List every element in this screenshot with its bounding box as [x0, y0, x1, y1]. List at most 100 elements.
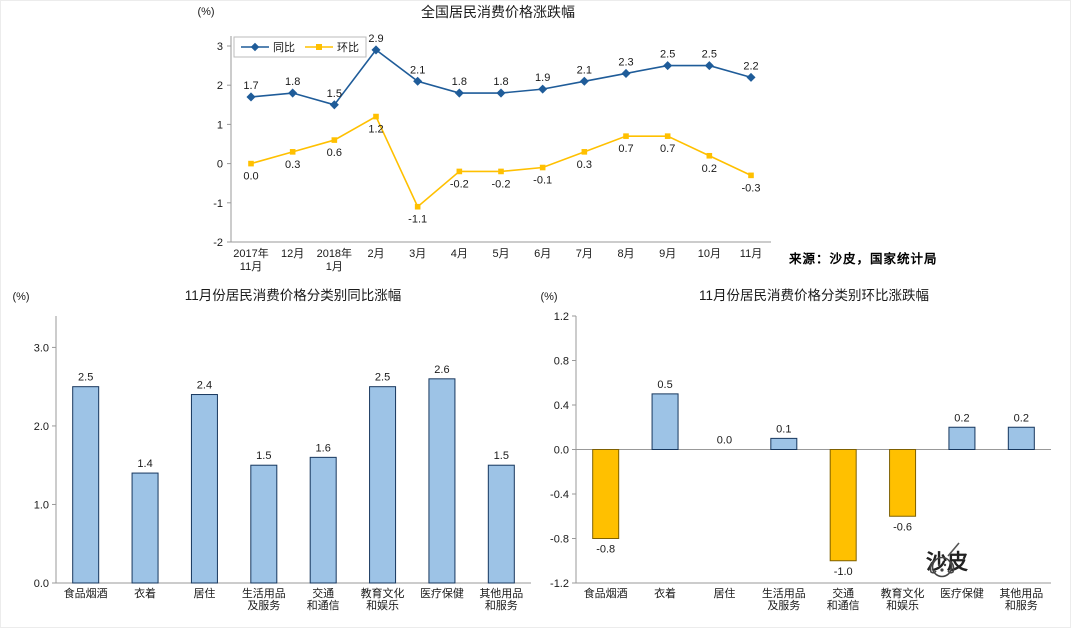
data-point-label: -0.1: [533, 175, 552, 187]
x-tick-label: 教育文化: [881, 586, 925, 600]
bar-value-label: -0.8: [596, 544, 615, 556]
data-point-label: 1.7: [243, 80, 258, 92]
y-tick-label: 0: [217, 159, 223, 171]
data-point-label: 1.8: [285, 76, 300, 88]
bar: [651, 393, 679, 450]
data-point-label: -0.2: [492, 178, 511, 190]
chart-title: 11月份居民消费价格分类别同比涨幅: [185, 288, 402, 303]
chart-shape: [947, 560, 955, 574]
x-tick-label: 医疗保健: [940, 586, 984, 600]
legend-box: [233, 36, 367, 58]
bar: [131, 472, 159, 584]
y-tick-label: 0.4: [554, 400, 569, 412]
data-point-label: 0.7: [660, 143, 675, 155]
data-point-label: 2.1: [410, 64, 425, 76]
y-axis-unit-label: (%): [197, 6, 214, 18]
watermark: 沙皮: [926, 542, 968, 578]
x-tick-label: 和通信: [307, 599, 340, 612]
y-tick-label: 1.2: [554, 311, 569, 323]
chart-shape: [937, 563, 941, 567]
data-point-marker: [456, 168, 463, 175]
data-point-label: 0.6: [327, 147, 342, 159]
data-point-marker: [581, 149, 588, 155]
y-tick-label: -1: [213, 198, 223, 210]
bar-value-label: 1.6: [316, 442, 331, 454]
x-tick-label: 9月: [659, 248, 676, 260]
bar-value-label: 1.5: [256, 450, 271, 462]
dog-logo-icon: [929, 542, 960, 578]
chart-shape: [929, 560, 937, 574]
x-tick-label: 生活用品: [242, 586, 286, 600]
data-point-label: 1.8: [452, 76, 467, 88]
y-tick-label: 0.0: [554, 445, 569, 457]
bar: [250, 464, 278, 584]
data-point-label: -0.2: [450, 178, 469, 190]
x-tick-label: 衣着: [134, 586, 156, 600]
data-point-marker: [496, 88, 506, 98]
y-axis-unit-label: (%): [540, 291, 557, 303]
legend-label-mom: 环比: [337, 41, 359, 54]
bar: [190, 394, 218, 584]
data-point-label: 0.7: [618, 143, 633, 155]
data-point-label: 2.1: [577, 64, 592, 76]
data-point-label: 1.8: [493, 76, 508, 88]
bar-value-label: 1.5: [494, 450, 509, 462]
x-tick-label: 衣着: [654, 586, 676, 600]
bar: [829, 449, 857, 562]
x-tick-label: 和服务: [1005, 599, 1038, 612]
bar-value-label: 0.0: [717, 435, 732, 447]
x-tick-label: 及服务: [767, 599, 800, 612]
data-point-marker: [746, 72, 756, 82]
x-tick-label: 12月: [281, 248, 304, 260]
data-point-label: -0.3: [742, 182, 761, 194]
bar: [889, 449, 917, 517]
data-point-label: 2.3: [618, 56, 633, 68]
bar: [770, 437, 798, 450]
y-tick-label: 2: [217, 80, 223, 92]
data-point-label: 2.5: [660, 49, 675, 61]
data-point-marker: [498, 168, 504, 175]
data-point-label: 0.2: [702, 163, 717, 175]
data-point-label: -1.1: [408, 214, 427, 226]
x-tick-label: 5月: [492, 248, 509, 260]
y-tick-label: -0.4: [550, 489, 569, 501]
bar-value-label: 1.4: [137, 458, 152, 470]
chart-shape: [940, 568, 944, 572]
x-tick-label: 7月: [576, 248, 593, 260]
chart-shape: [947, 542, 960, 557]
x-tick-label: 2017年: [233, 246, 268, 260]
data-point-label: 1.9: [535, 72, 550, 84]
legend-square-marker-icon: [316, 44, 322, 50]
x-tick-label: 交通: [312, 586, 334, 600]
x-tick-label: 11月: [240, 261, 262, 273]
bar-value-label: -1.0: [834, 566, 853, 578]
x-tick-label: 和通信: [827, 599, 860, 612]
bar: [309, 456, 337, 584]
x-tick-label: 和服务: [485, 599, 518, 612]
x-tick-label: 8月: [617, 248, 634, 260]
data-point-marker: [704, 61, 714, 71]
x-tick-label: 4月: [451, 248, 468, 260]
data-point-marker: [621, 68, 631, 78]
bar-value-label: 0.2: [1014, 412, 1029, 424]
x-tick-label: 医疗保健: [420, 586, 464, 600]
x-tick-label: 其他用品: [479, 587, 523, 600]
chart-title: 11月份居民消费价格分类别环比涨跌幅: [699, 288, 929, 303]
y-tick-label: -1.2: [550, 578, 569, 590]
x-tick-label: 和娱乐: [886, 598, 919, 612]
x-tick-label: 3月: [409, 248, 426, 260]
legend: 同比 环比: [233, 36, 367, 58]
x-tick-label: 11月: [740, 248, 762, 260]
x-tick-label: 6月: [534, 248, 551, 260]
chart-shape: [931, 556, 953, 578]
data-point-marker: [623, 133, 629, 139]
y-tick-label: 0.8: [554, 356, 569, 368]
bar-value-label: 0.2: [954, 412, 969, 424]
y-tick-label: 3: [217, 41, 223, 53]
data-point-label: 2.5: [702, 49, 717, 61]
source-note: 来源：沙皮，国家统计局: [789, 252, 938, 266]
x-tick-label: 生活用品: [762, 586, 806, 600]
data-point-marker: [331, 137, 338, 143]
